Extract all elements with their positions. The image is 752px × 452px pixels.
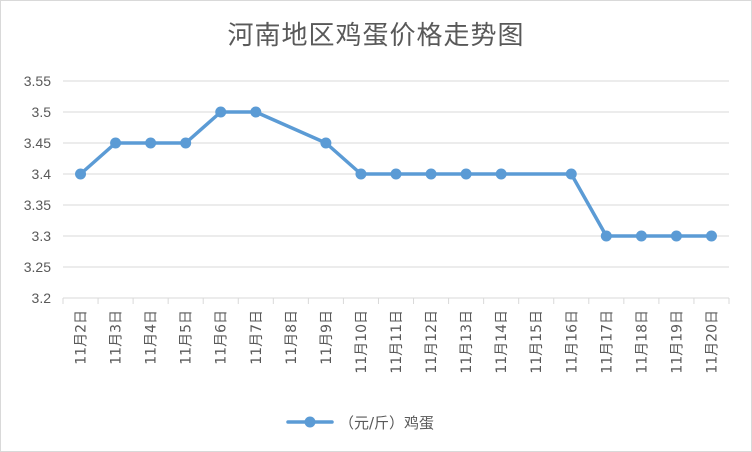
y-tick-label: 3.3 <box>32 228 52 244</box>
data-point <box>425 168 437 180</box>
data-point <box>390 168 402 180</box>
x-tick-label: 11月14日 <box>494 310 510 374</box>
x-tick-label: 11月4日 <box>144 310 160 365</box>
y-tick-label: 3.55 <box>24 73 51 89</box>
data-point <box>705 230 717 242</box>
data-point <box>250 106 262 118</box>
y-tick-label: 3.4 <box>32 166 52 182</box>
legend-swatch-marker <box>304 416 316 428</box>
y-tick-label: 3.35 <box>24 197 51 213</box>
data-point <box>110 137 122 149</box>
legend[interactable]: （元/斤）鸡蛋 <box>286 414 434 432</box>
y-axis-tick-labels: 3.2 3.25 3.3 3.35 3.4 3.45 3.5 3.55 <box>24 73 51 306</box>
x-tick-label: 11月18日 <box>634 310 650 374</box>
x-tick-label: 11月20日 <box>704 310 720 374</box>
data-point <box>215 106 227 118</box>
x-tick-label: 11月9日 <box>319 310 335 365</box>
data-point <box>460 168 472 180</box>
x-tick-label: 11月15日 <box>529 310 545 374</box>
data-point <box>635 230 647 242</box>
x-tick-label: 11月10日 <box>354 310 370 374</box>
y-tick-label: 3.25 <box>24 259 51 275</box>
y-tick-label: 3.5 <box>32 104 52 120</box>
data-point <box>600 230 612 242</box>
data-point <box>145 137 157 149</box>
data-point <box>495 168 507 180</box>
data-point <box>565 168 577 180</box>
y-tick-label: 3.2 <box>32 290 52 306</box>
x-tick-label: 11月19日 <box>669 310 685 374</box>
x-tick-label: 11月16日 <box>564 310 580 374</box>
data-point <box>670 230 682 242</box>
data-point <box>355 168 367 180</box>
y-tick-label: 3.45 <box>24 135 51 151</box>
grid-lines <box>63 80 729 268</box>
x-tick-label: 11月5日 <box>179 310 195 365</box>
data-point <box>320 137 332 149</box>
x-tick-label: 11月12日 <box>424 310 440 374</box>
x-tick-label: 11月8日 <box>284 310 300 365</box>
x-tick-label: 11月11日 <box>389 310 405 374</box>
x-tick-label: 11月13日 <box>459 310 475 374</box>
chart-title: 河南地区鸡蛋价格走势图 <box>227 21 525 51</box>
x-axis-tick-labels: 11月2日 11月3日 11月4日 11月5日 11月6日 11月7日 11月8日 11月9日… <box>74 310 721 374</box>
x-tick-label: 11月17日 <box>599 310 615 374</box>
data-point <box>180 137 192 149</box>
x-tick-label: 11月3日 <box>109 310 125 365</box>
x-tick-label: 11月2日 <box>74 310 90 365</box>
data-point <box>75 168 87 180</box>
legend-label: （元/斤）鸡蛋 <box>339 414 434 432</box>
series-layer <box>75 106 717 242</box>
x-tick-label: 11月6日 <box>214 310 230 365</box>
x-axis <box>62 297 730 304</box>
x-tick-label: 11月7日 <box>249 310 265 365</box>
